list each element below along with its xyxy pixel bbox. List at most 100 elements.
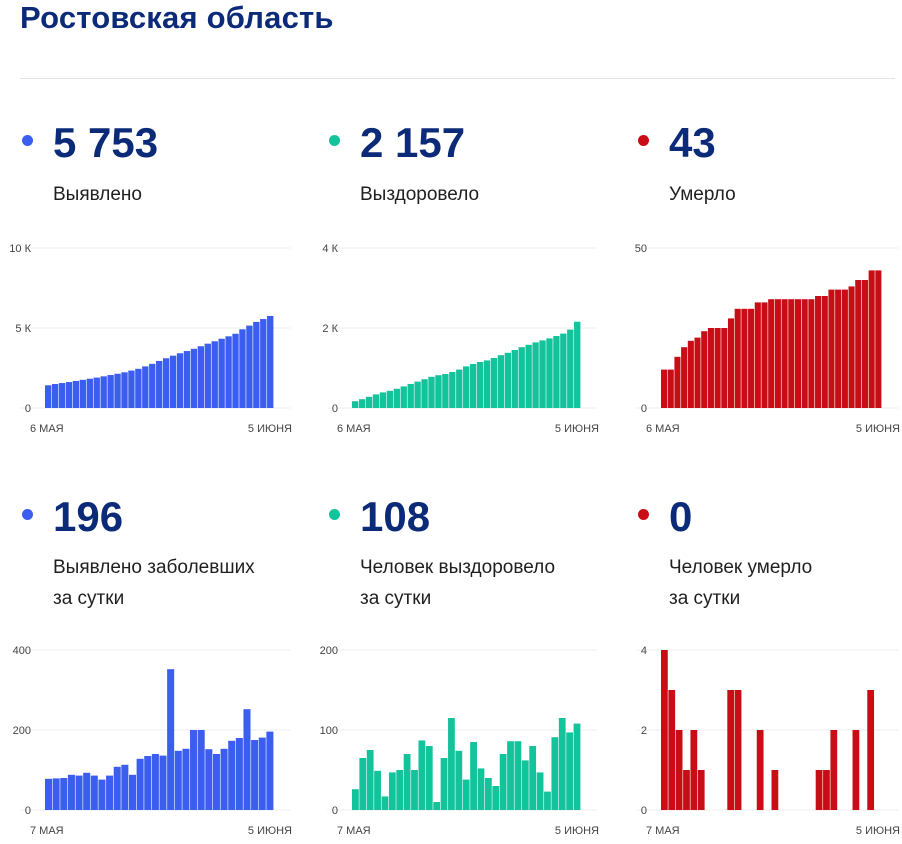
bar [675, 730, 683, 810]
bar [683, 770, 690, 810]
bar [539, 340, 546, 408]
bar [142, 366, 149, 408]
bar [868, 270, 875, 408]
bar [151, 754, 159, 810]
bar [529, 746, 537, 810]
bar [525, 344, 532, 408]
title-divider [20, 78, 895, 79]
bar [65, 382, 73, 408]
color-dot [329, 509, 340, 520]
bar [374, 770, 381, 810]
bar [205, 749, 213, 810]
stat-label-line: Выздоровело [360, 184, 480, 205]
stat-label-line: Человек выздоровело [360, 557, 556, 578]
bar [463, 366, 470, 408]
x-tick-label: 5 ИЮНЯ [248, 825, 292, 837]
y-tick-label: 100 [320, 725, 338, 737]
y-tick-label: 2 К [322, 323, 338, 335]
bar [701, 331, 708, 408]
bar [727, 318, 735, 408]
stat-panel-detected-daily: 196 Выявлено заболевших за сутки 0 200 400… [13, 490, 292, 838]
bar [507, 741, 514, 810]
x-tick-label: 7 МАЯ [337, 825, 371, 837]
bar [442, 374, 449, 408]
page-title: Ростовская область [20, 0, 334, 35]
x-tick-label: 6 МАЯ [337, 423, 371, 435]
bar [352, 789, 359, 810]
y-tick-label: 400 [13, 645, 31, 657]
bar [734, 308, 741, 408]
bar [365, 396, 373, 408]
y-tick-label: 4 К [322, 243, 338, 255]
bar [197, 346, 205, 408]
bar [835, 289, 842, 408]
bar [707, 328, 714, 408]
bar [243, 709, 251, 810]
bar [113, 766, 121, 810]
stat-label-line: Умерло [669, 184, 736, 205]
bar [121, 764, 129, 810]
bar [821, 296, 828, 408]
bar [128, 774, 136, 810]
bar [400, 386, 407, 408]
stat-value: 43 [669, 119, 716, 166]
y-tick-label: 4 [641, 645, 647, 657]
bar [167, 669, 175, 810]
bar [253, 321, 260, 408]
x-tick-label: 7 МАЯ [30, 825, 64, 837]
color-dot [22, 135, 33, 146]
bar [72, 380, 80, 408]
bar [144, 756, 152, 810]
bar [212, 754, 220, 810]
bar [433, 802, 441, 810]
bar [266, 731, 274, 810]
bar [875, 270, 882, 408]
bar [469, 364, 477, 408]
bar [149, 363, 156, 408]
bar [756, 730, 764, 810]
stat-label: Человек умерло за сутки [669, 552, 812, 614]
bar [794, 299, 802, 408]
color-dot [22, 509, 33, 520]
y-tick-label: 50 [635, 243, 647, 255]
bar [721, 328, 728, 408]
bar [532, 342, 539, 408]
bar [830, 730, 838, 810]
stat-label: Умерло [669, 179, 736, 210]
bar [852, 730, 860, 810]
bar [403, 754, 411, 810]
stat-panel-detected-total: 5 753 Выявлено 0 5 К 10 К 6 МАЯ 5 ИЮНЯ [9, 116, 292, 456]
bar [388, 772, 396, 810]
bar [45, 778, 53, 810]
y-tick-label: 5 К [15, 323, 31, 335]
bar [411, 770, 418, 810]
bar [544, 791, 551, 810]
stat-panel-recovered-daily: 108 Человек выздоровело за сутки 0 100 200… [320, 490, 599, 838]
bar [681, 347, 688, 408]
bar [381, 796, 389, 810]
x-tick-label: 6 МАЯ [30, 423, 64, 435]
stat-label-line: Человек умерло [669, 557, 813, 578]
bar [690, 730, 698, 810]
bar [768, 299, 775, 408]
stat-label-line: Выявлено [53, 184, 142, 205]
bar [727, 690, 735, 810]
bar [228, 740, 236, 810]
y-tick-label: 0 [25, 805, 31, 817]
bar [815, 770, 823, 810]
bar [246, 325, 253, 408]
bar [476, 362, 484, 408]
x-tick-label: 6 МАЯ [646, 423, 680, 435]
bar [98, 779, 106, 810]
bar [414, 381, 421, 408]
bar [511, 350, 518, 408]
bar [67, 774, 75, 810]
bar [734, 690, 742, 810]
bar [128, 370, 135, 408]
bar [169, 355, 177, 408]
bar [435, 375, 442, 408]
y-tick-label: 10 К [9, 243, 31, 255]
bar [258, 737, 266, 810]
bar [366, 750, 374, 810]
bar [808, 299, 815, 408]
